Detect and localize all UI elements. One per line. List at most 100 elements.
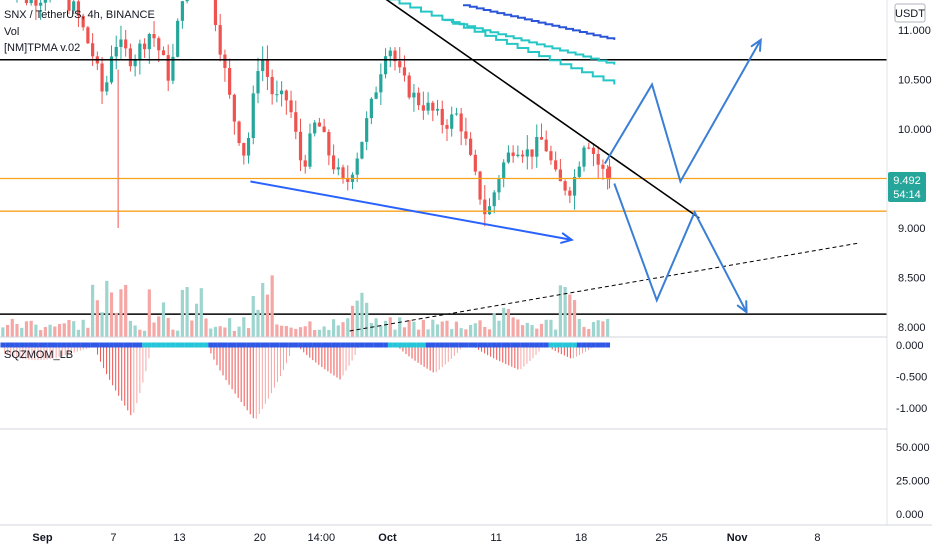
volume-bar: [487, 329, 492, 337]
volume-bar: [369, 322, 373, 337]
drawings-layer[interactable]: [250, 0, 861, 389]
candle-body: [530, 149, 534, 157]
candle-body: [483, 199, 487, 215]
squeeze-dot: [420, 342, 426, 348]
volume-bar: [157, 316, 161, 337]
momentum-arrow-line[interactable]: [321, 364, 623, 389]
squeeze-dot: [572, 342, 577, 348]
candle-body: [402, 67, 407, 76]
tpma-label[interactable]: [NM]TPMA v.02: [4, 42, 80, 54]
candle-body: [213, 0, 218, 26]
squeeze-dot: [317, 342, 322, 348]
squeeze-dot: [548, 342, 554, 348]
squeeze-dot: [217, 342, 223, 348]
volume-bar: [478, 320, 482, 337]
volume-bar: [180, 289, 184, 337]
price-tick-label: 9.000: [898, 223, 926, 235]
squeeze-dot: [260, 342, 266, 348]
candle-body: [369, 98, 373, 119]
volume-bar: [142, 330, 147, 337]
volume-bar: [270, 275, 274, 337]
squeeze-dot: [553, 342, 559, 348]
squeeze-dot: [175, 342, 181, 348]
squeeze-dot: [302, 342, 308, 348]
candle-body: [223, 54, 227, 68]
volume-bar: [388, 317, 392, 337]
candle-body: [454, 113, 459, 115]
price-tick-label: 10.500: [898, 75, 932, 87]
volume-bar: [176, 330, 180, 337]
squeeze-dot: [104, 342, 110, 348]
squeeze-dot: [42, 342, 48, 348]
price-pane[interactable]: [0, 0, 887, 315]
squeeze-dot: [90, 342, 96, 348]
squeeze-dot: [128, 342, 133, 348]
symbol-title[interactable]: SNX / TetherUS, 4h, BINANCE: [4, 9, 155, 21]
squeeze-dot: [198, 342, 204, 348]
volume-bar: [24, 321, 29, 337]
squeeze-dot: [52, 342, 58, 348]
candle-body: [502, 162, 506, 179]
candle-body: [407, 75, 411, 98]
volume-bar: [100, 312, 104, 337]
volume-bar: [95, 300, 99, 337]
volume-bar: [62, 323, 66, 337]
volume-bar: [435, 324, 440, 337]
candle-body: [497, 178, 501, 193]
dashed-trendline[interactable]: [349, 242, 861, 332]
time-tick-label: 13: [173, 532, 185, 544]
candle-body: [577, 166, 581, 177]
volume-bar: [445, 320, 449, 337]
squeeze-dot: [283, 342, 289, 348]
squeeze-dot: [383, 342, 388, 348]
tpma-line: [387, 0, 616, 85]
candle-body: [114, 46, 118, 57]
time-axis[interactable]: Sep 7 13 20 14:00 Oct 11 18 25 Nov 8: [32, 532, 820, 544]
candle-body: [535, 137, 539, 157]
squeeze-dot: [28, 342, 34, 348]
squeeze-dot: [142, 342, 147, 348]
time-tick-label: 25: [655, 532, 667, 544]
price-scale[interactable]: USDT 11.00010.50010.0009.5009.0008.5008.…: [886, 0, 932, 525]
candle-body: [29, 0, 33, 4]
candle-body: [303, 160, 307, 167]
volume-bar: [417, 329, 421, 337]
squeeze-dot: [600, 342, 606, 348]
squeeze-dot: [24, 342, 29, 348]
candle-body: [298, 131, 303, 161]
volume-bar: [469, 324, 473, 337]
support-arrow-line[interactable]: [250, 180, 572, 241]
resistance-trendline[interactable]: [359, 0, 700, 219]
candle-body: [119, 39, 123, 47]
squeeze-dot: [406, 342, 412, 348]
sqzmom-label[interactable]: SQZMOM_LB: [4, 349, 73, 361]
volume-bar: [549, 319, 553, 337]
volume-bar: [587, 329, 591, 337]
candle-body: [218, 25, 222, 55]
squeeze-dot: [246, 342, 251, 348]
candle-body: [520, 154, 525, 157]
volume-bar: [525, 322, 529, 337]
vol-label[interactable]: Vol: [4, 26, 19, 38]
candle-body: [67, 0, 71, 11]
candle-body: [421, 105, 425, 111]
price-tick-label: 11.000: [898, 25, 931, 37]
volume-bar: [601, 321, 605, 337]
volume-bar: [322, 326, 326, 337]
volume-bar: [199, 288, 203, 337]
squeeze-dot: [33, 342, 39, 348]
currency-badge[interactable]: [894, 3, 926, 23]
projection_up-path[interactable]: [603, 39, 762, 185]
squeeze-dot: [250, 342, 256, 348]
candle-body: [251, 93, 255, 138]
sqzmom-pane[interactable]: [0, 342, 611, 419]
squeeze-dot: [487, 342, 492, 348]
squeeze-dot: [241, 342, 247, 348]
candle-body: [606, 168, 610, 178]
lower-tick-label: 25.000: [896, 476, 930, 488]
volume-bar: [213, 326, 218, 337]
projection_down-path[interactable]: [613, 183, 748, 313]
candle-body: [506, 152, 511, 163]
candle-body: [412, 92, 416, 98]
